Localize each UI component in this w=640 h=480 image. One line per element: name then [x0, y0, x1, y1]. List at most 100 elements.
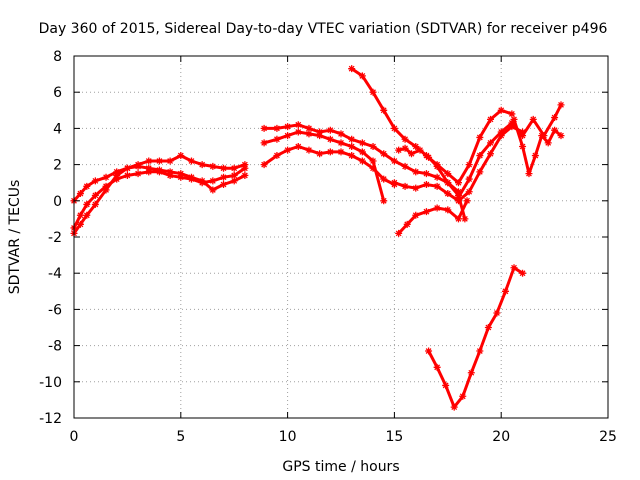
data-point: [401, 135, 409, 143]
data-point: [463, 197, 471, 205]
y-tick-label: 8: [53, 49, 62, 65]
data-point: [102, 173, 110, 181]
data-point: [369, 88, 377, 96]
x-tick-label: 5: [176, 429, 185, 445]
data-point: [412, 211, 420, 219]
x-tick-label: 15: [385, 429, 403, 445]
data-point: [358, 157, 366, 165]
chart-title: Day 360 of 2015, Sidereal Day-to-day VTE…: [39, 21, 608, 37]
y-tick-label: 6: [53, 85, 62, 101]
data-point: [358, 148, 366, 156]
data-point: [134, 162, 142, 170]
data-point: [91, 177, 99, 185]
data-point: [305, 130, 313, 138]
data-point: [476, 152, 484, 160]
data-point: [416, 146, 424, 154]
data-point: [145, 168, 153, 176]
data-point: [369, 164, 377, 172]
x-tick-labels: 0 5 10 15 20 25: [70, 429, 617, 445]
series-arc-1: [70, 152, 249, 237]
y-tick-label: 4: [53, 121, 62, 137]
data-point: [337, 148, 345, 156]
ticks: [73, 55, 609, 419]
data-point: [380, 197, 388, 205]
data-point: [390, 157, 398, 165]
data-point: [284, 146, 292, 154]
data-point: [260, 139, 268, 147]
data-point: [241, 171, 249, 179]
data-point: [551, 114, 559, 122]
series-group: [70, 65, 565, 411]
data-point: [433, 182, 441, 190]
data-point: [412, 184, 420, 192]
data-point: [557, 132, 565, 140]
data-point: [407, 150, 415, 158]
data-point: [476, 347, 484, 355]
series-line: [512, 117, 563, 176]
data-point: [209, 186, 217, 194]
data-point: [305, 124, 313, 132]
data-point: [465, 175, 473, 183]
data-point: [294, 143, 302, 150]
series-arc-6: [260, 128, 388, 205]
data-point: [155, 157, 163, 165]
data-point: [433, 173, 441, 181]
data-point: [476, 133, 484, 141]
data-point: [76, 211, 84, 219]
data-point: [198, 161, 206, 169]
data-point: [487, 115, 495, 123]
data-point: [412, 168, 420, 176]
data-point: [422, 181, 430, 189]
data-point: [294, 121, 302, 129]
data-point: [510, 115, 518, 123]
data-point: [358, 72, 366, 80]
data-point: [273, 135, 281, 143]
data-point: [316, 132, 324, 140]
data-point: [166, 157, 174, 165]
data-point: [316, 128, 324, 136]
data-point: [501, 287, 509, 295]
data-point: [450, 403, 458, 411]
data-point: [510, 264, 518, 272]
data-point: [380, 175, 388, 183]
data-point: [220, 173, 228, 181]
series-arc-5: [260, 143, 398, 189]
data-point: [260, 161, 268, 169]
y-tick-label: 2: [53, 158, 62, 174]
data-point: [442, 381, 450, 389]
data-point: [76, 190, 84, 198]
data-point: [395, 229, 403, 237]
series-line: [427, 266, 525, 409]
data-point: [91, 191, 99, 199]
data-point: [230, 171, 238, 179]
data-point: [433, 204, 441, 212]
data-point: [508, 110, 516, 118]
data-point: [155, 166, 163, 174]
series-arc-10: [395, 197, 471, 237]
data-point: [484, 324, 492, 331]
y-tick-label: 0: [53, 194, 62, 210]
x-tick-label: 25: [599, 429, 617, 445]
data-point: [166, 168, 174, 176]
data-point: [395, 146, 403, 154]
data-point: [444, 179, 452, 187]
data-point: [230, 177, 238, 185]
data-point: [83, 200, 91, 208]
data-point: [305, 146, 313, 154]
data-point: [145, 157, 153, 165]
data-point: [102, 182, 110, 190]
data-point: [177, 170, 185, 178]
data-point: [348, 65, 356, 73]
data-point: [316, 150, 324, 158]
data-point: [284, 123, 292, 131]
data-point: [454, 188, 462, 196]
data-point: [390, 124, 398, 132]
data-point: [459, 392, 467, 400]
data-point: [358, 139, 366, 147]
data-point: [403, 220, 411, 228]
data-point: [294, 128, 302, 136]
data-point: [348, 143, 356, 150]
data-point: [525, 170, 533, 178]
data-point: [260, 124, 268, 132]
